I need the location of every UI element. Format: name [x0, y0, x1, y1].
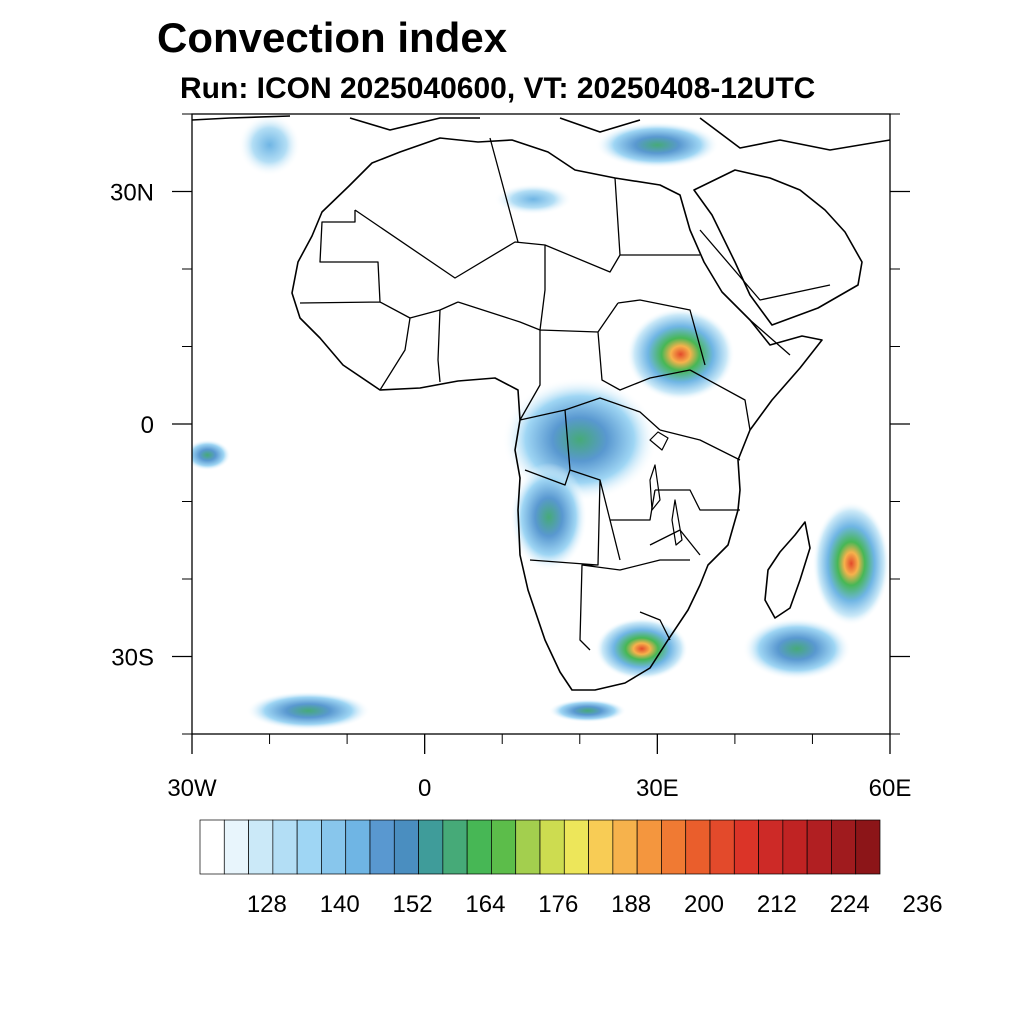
convection-atlantic-north — [238, 114, 301, 176]
colorbar-swatch — [199, 819, 225, 875]
colorbar-swatch — [223, 819, 249, 875]
y-tick-label: 30N — [110, 180, 154, 207]
colorbar-tick-label: 152 — [393, 891, 433, 918]
colorbar-swatch — [296, 819, 322, 875]
colorbar-swatch — [563, 819, 589, 875]
colorbar-tick-label: 128 — [247, 891, 287, 918]
colorbar-swatch — [272, 819, 298, 875]
convection-atlantic-equatorial — [192, 439, 231, 471]
arabia-coastline — [693, 169, 863, 326]
convection-indian-ocean-south — [742, 617, 852, 680]
axis-ticks: 30W 0 30E 60E 30N 0 30S — [110, 113, 912, 802]
colorbar-swatch — [661, 819, 687, 875]
x-tick-label: 0 — [418, 775, 431, 802]
colorbar-swatch — [393, 819, 419, 875]
colorbar-swatch — [709, 819, 735, 875]
country-borders — [299, 137, 831, 651]
colorbar-tick-label: 224 — [830, 891, 870, 918]
colorbar-tick-label: 212 — [757, 891, 797, 918]
europe-coastline — [192, 115, 890, 151]
convection-sahel-east — [626, 307, 735, 401]
colorbar-swatch — [612, 819, 638, 875]
colorbar-tick-label: 164 — [465, 891, 505, 918]
colorbar-swatch — [515, 819, 541, 875]
convection-libya-band — [494, 183, 573, 215]
convection-south-atlantic — [246, 691, 371, 731]
colorbar-tick-label: 176 — [538, 891, 578, 918]
madagascar-coastline — [764, 521, 811, 619]
colorbar-tick-label: 188 — [611, 891, 651, 918]
y-tick-label: 0 — [141, 412, 154, 439]
convection-field — [192, 114, 890, 731]
africa-coastline — [291, 137, 823, 691]
colorbar-swatch — [782, 819, 808, 875]
x-tick-label: 30E — [636, 775, 679, 802]
convection-mediterranean-east — [595, 121, 720, 169]
colorbar-swatch — [855, 819, 881, 875]
convection-madagascar-east — [812, 501, 890, 626]
colorbar-swatch — [321, 819, 347, 875]
colorbar-swatch — [418, 819, 444, 875]
colorbar-swatch — [758, 819, 784, 875]
colorbar-swatch — [442, 819, 468, 875]
colorbar-swatch — [733, 819, 759, 875]
lakes — [649, 431, 683, 546]
convection-cape-south — [548, 699, 627, 723]
colorbar-tick-label: 140 — [320, 891, 360, 918]
colorbar-swatch — [369, 819, 395, 875]
colorbar-swatch — [345, 819, 371, 875]
figure-title: Convection index — [157, 14, 508, 61]
colorbar-swatch — [466, 819, 492, 875]
colorbar-tick-label: 236 — [903, 891, 943, 918]
figure-subtitle: Run: ICON 2025040600, VT: 20250408-12UTC — [180, 72, 816, 105]
colorbar-swatch — [539, 819, 565, 875]
colorbar-swatch — [806, 819, 832, 875]
colorbar-swatch — [588, 819, 614, 875]
colorbar-swatch — [685, 819, 711, 875]
colorbar-tick-label: 200 — [684, 891, 724, 918]
colorbar: 128 140 152 164 176 188 200 212 224 236 — [199, 819, 943, 918]
convection-angola — [509, 462, 588, 572]
y-tick-label: 30S — [111, 645, 154, 672]
convection-south-africa — [595, 617, 689, 680]
colorbar-swatch — [491, 819, 517, 875]
x-tick-label: 60E — [869, 775, 912, 802]
x-tick-label: 30W — [167, 775, 217, 802]
colorbar-swatch — [831, 819, 857, 875]
colorbar-swatch — [248, 819, 274, 875]
colorbar-swatch — [636, 819, 662, 875]
